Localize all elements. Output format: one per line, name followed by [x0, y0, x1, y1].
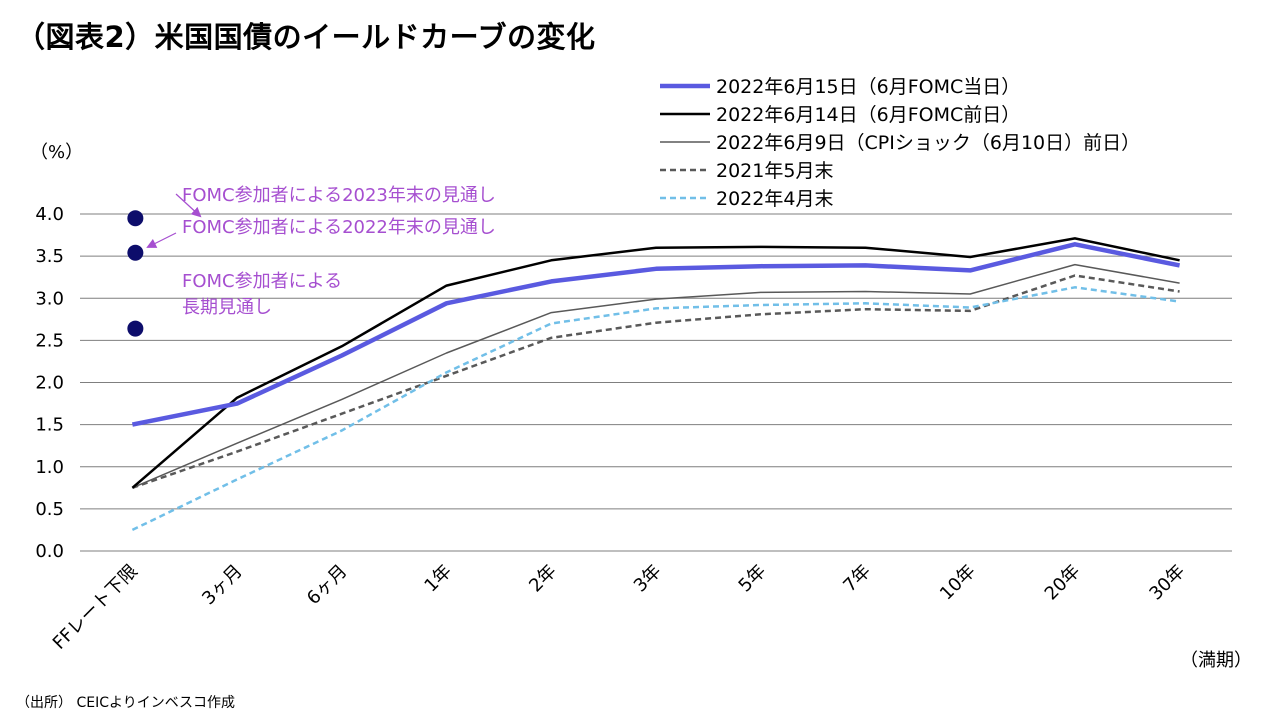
x-tick-label: 1年 — [420, 561, 456, 597]
x-tick-label: 2年 — [525, 561, 561, 597]
x-axis-label: （満期） — [1180, 650, 1252, 671]
annotation-longrun-projection: FOMC参加者による長期見通し — [182, 271, 342, 318]
fomc-projection-point — [127, 244, 144, 261]
x-tick-label: 30年 — [1145, 561, 1189, 605]
y-axis-label: （%） — [30, 142, 83, 163]
y-tick-label: 0.5 — [35, 499, 64, 520]
x-tick-label: 20年 — [1041, 561, 1085, 605]
series-line-2 — [131, 286, 1180, 532]
page-title: （図表2）米国国債のイールドカーブの変化 — [16, 20, 596, 54]
annotation-2023-projection: FOMC参加者による2023年末の見通し — [182, 185, 496, 206]
y-tick-label: 3.5 — [35, 246, 64, 267]
x-tick-label: 5年 — [735, 561, 771, 597]
series-line-3 — [131, 237, 1180, 489]
y-tick-label: 2.5 — [35, 330, 64, 351]
y-tick-label: 1.5 — [35, 415, 64, 436]
source-note: （出所） CEICよりインベスコ作成 — [16, 695, 235, 711]
annotation-arrow — [175, 193, 202, 218]
y-tick-label: 1.0 — [35, 457, 64, 478]
annotation-arrow — [146, 232, 177, 248]
legend-label-3: 2022年6月14日（6月FOMC前日） — [716, 104, 1020, 126]
x-tick-label: 10年 — [936, 561, 980, 605]
series-line-0 — [132, 263, 1180, 489]
x-tick-label: 7年 — [839, 561, 875, 597]
legend-label-0: 2022年6月9日（CPIショック（6月10日）前日） — [716, 132, 1140, 154]
series-line-4 — [131, 242, 1181, 427]
series-line-1 — [131, 274, 1180, 489]
legend-label-2: 2022年4月末 — [716, 188, 833, 210]
fomc-projection-point — [127, 320, 144, 337]
x-tick-label: 3年 — [630, 561, 666, 597]
annotation-2022-projection: FOMC参加者による2022年末の見通し — [182, 217, 496, 238]
y-tick-label: 4.0 — [35, 204, 64, 225]
y-tick-label: 0.0 — [35, 541, 64, 562]
x-tick-label: 6ヶ月 — [303, 561, 351, 609]
legend-label-4: 2022年6月15日（6月FOMC当日） — [716, 76, 1020, 98]
y-tick-label: 3.0 — [35, 288, 64, 309]
legend-label-1: 2021年5月末 — [716, 160, 833, 182]
fomc-projection-point — [127, 210, 144, 227]
x-tick-label: FFレート下限 — [49, 561, 142, 654]
y-tick-label: 2.0 — [35, 373, 64, 394]
x-tick-label: 3ヶ月 — [198, 561, 246, 609]
